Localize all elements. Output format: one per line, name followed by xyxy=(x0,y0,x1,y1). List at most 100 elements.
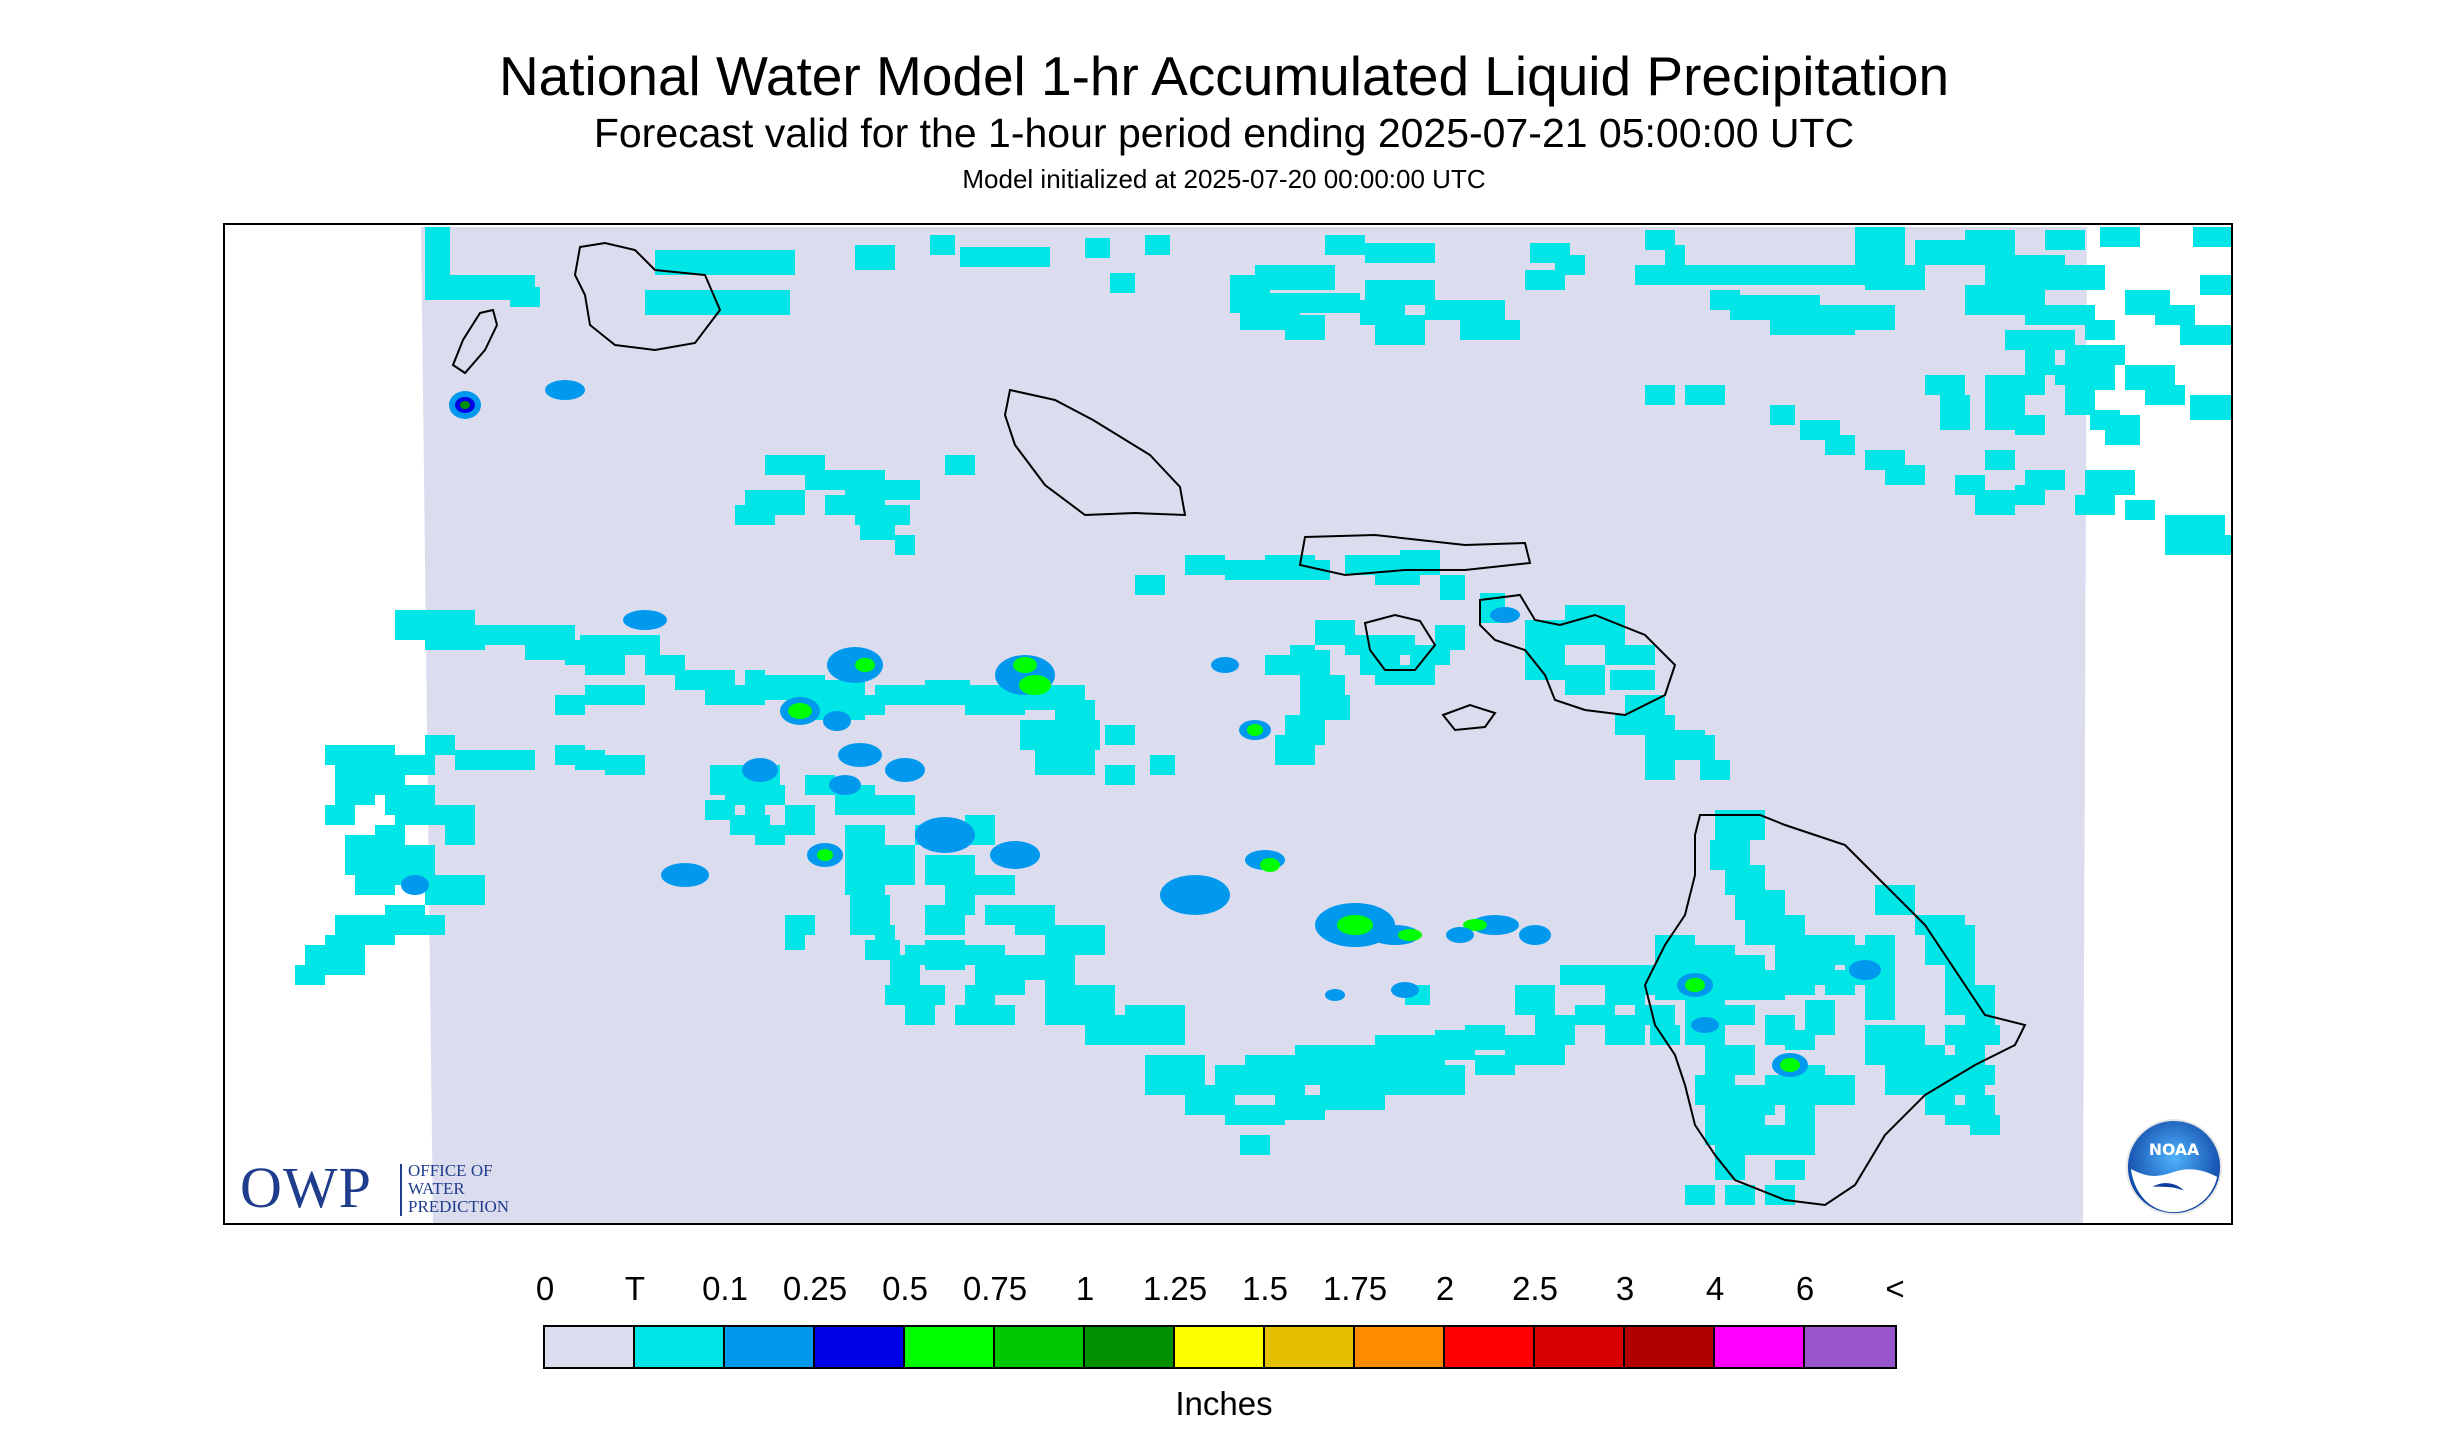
colorbar-swatch xyxy=(815,1327,905,1367)
precip-cell-heavy xyxy=(1849,960,1881,980)
precip-cell xyxy=(1665,245,1685,265)
precip-cell xyxy=(1815,1015,1835,1035)
owp-office-name: OFFICE OF WATER PREDICTION xyxy=(408,1162,509,1216)
precipitation-map xyxy=(225,225,2231,1223)
precip-cell xyxy=(1940,395,1970,430)
precip-cell xyxy=(1125,1005,1185,1045)
precip-cell xyxy=(1515,985,1555,1015)
precip-cell-heavy xyxy=(623,610,667,630)
precip-cell xyxy=(355,875,395,895)
precip-cell xyxy=(2165,530,2210,555)
colorbar-swatch xyxy=(1715,1327,1805,1367)
colorbar-swatch xyxy=(1535,1327,1625,1367)
owp-divider xyxy=(400,1164,402,1216)
precip-cell xyxy=(955,1005,1015,1025)
precip-cell xyxy=(905,945,925,965)
precip-cell xyxy=(1650,1025,1680,1045)
precip-cell xyxy=(2200,275,2231,295)
island-hawaii xyxy=(1643,814,2027,1207)
precip-cell xyxy=(925,680,970,705)
precip-cell xyxy=(1225,560,1270,580)
island-kahoolawe xyxy=(1441,703,1497,732)
precip-cell xyxy=(2025,350,2055,375)
precip-cell xyxy=(2110,470,2135,495)
precip-cell-heavy xyxy=(823,711,851,731)
precip-cell-heavy xyxy=(1337,915,1373,935)
precip-cell xyxy=(1425,1065,1465,1095)
precip-cell xyxy=(1525,620,1565,680)
legend-tick-label: 1.5 xyxy=(1242,1270,1288,1307)
precip-cell xyxy=(1560,965,1620,985)
precip-cell xyxy=(325,805,355,825)
precip-cell xyxy=(1775,1160,1805,1180)
precip-cell xyxy=(860,520,895,540)
precip-cell xyxy=(1635,265,1755,285)
legend-tick-label: 0.5 xyxy=(882,1270,928,1307)
precip-cell xyxy=(1440,575,1465,600)
precip-cell xyxy=(705,800,735,820)
precip-cell xyxy=(655,250,795,275)
island-molokai xyxy=(1298,533,1532,577)
precip-cell xyxy=(2085,470,2110,495)
legend: 0 T 0.1 0.25 0.5 0.75 1 1.25 1.5 1.75 2 2.5 3 4 6 < Inc… xyxy=(0,1260,2448,1440)
precip-cell xyxy=(425,735,455,755)
precip-cell xyxy=(1875,885,1915,915)
legend-tick-label: 4 xyxy=(1705,1270,1725,1307)
precip-cell xyxy=(865,795,915,815)
colorbar-swatch xyxy=(635,1327,725,1367)
precip-cell xyxy=(1865,1000,1895,1020)
legend-tick-label: 3 xyxy=(1615,1270,1635,1307)
precip-cell xyxy=(1970,1115,2000,1135)
precip-cell xyxy=(2190,395,2231,420)
precip-cell xyxy=(425,630,485,650)
precip-cell xyxy=(1785,1030,1815,1050)
precip-cell-heavy xyxy=(1691,1017,1719,1033)
precip-cell xyxy=(885,480,920,500)
precip-cell xyxy=(1535,1015,1575,1045)
colorbar-swatch xyxy=(1085,1327,1175,1367)
precip-cell xyxy=(945,455,975,475)
precip-cell xyxy=(1675,735,1715,760)
precip-cell xyxy=(510,287,540,307)
precip-cell xyxy=(985,875,1015,895)
precip-cell xyxy=(1770,405,1795,425)
precip-cell xyxy=(1135,575,1165,595)
precip-cell xyxy=(505,750,535,770)
precip-cell xyxy=(1605,645,1655,665)
precip-cell xyxy=(575,750,605,770)
precip-cell-heavy xyxy=(838,743,882,767)
legend-tick-label: 0 xyxy=(535,1270,555,1307)
precip-cell xyxy=(785,805,815,835)
precip-cell-heavy xyxy=(1471,915,1519,935)
precip-cells-heavier xyxy=(401,380,1881,1077)
precip-cell xyxy=(925,905,965,935)
precip-cell xyxy=(335,785,375,805)
legend-tick-label: 1.25 xyxy=(1142,1270,1208,1307)
legend-tick-label: 6 xyxy=(1795,1270,1815,1307)
owp-line-3: PREDICTION xyxy=(408,1197,510,1216)
precip-cell xyxy=(945,875,985,895)
legend-units: Inches xyxy=(1175,1385,1273,1422)
precip-cell xyxy=(1745,1125,1785,1155)
precip-cell xyxy=(1645,750,1675,780)
legend-tick-label: 0.1 xyxy=(702,1270,748,1307)
precip-cell xyxy=(1240,1135,1270,1155)
precip-cell xyxy=(960,247,1050,267)
precip-cell-heavy xyxy=(915,817,975,853)
precip-cell xyxy=(1400,550,1440,575)
precip-cell xyxy=(605,755,645,775)
precip-cell xyxy=(2065,345,2125,365)
precip-cell xyxy=(325,935,365,955)
precip-cell xyxy=(1965,230,2015,265)
precip-cell xyxy=(1345,635,1415,655)
legend-tick-label: 0.25 xyxy=(782,1270,848,1307)
precip-cell xyxy=(1105,765,1135,785)
precip-cell xyxy=(2090,410,2120,430)
precip-cell xyxy=(1715,1160,1745,1180)
precip-cell xyxy=(1275,735,1315,765)
precip-cell xyxy=(725,785,785,805)
precip-cell xyxy=(2015,485,2045,505)
precip-cell xyxy=(1685,1185,1715,1205)
precip-cell xyxy=(985,905,1015,925)
precip-cell xyxy=(1320,1075,1345,1105)
